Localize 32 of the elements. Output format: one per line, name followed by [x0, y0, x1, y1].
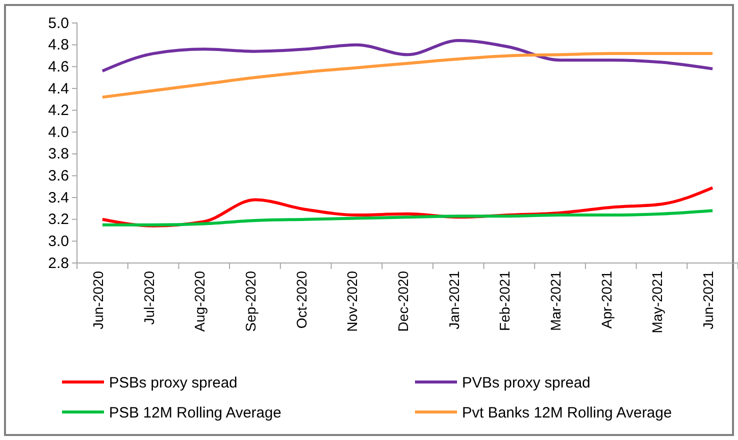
y-tick-label: 4.8 [48, 36, 69, 54]
x-tick-label: Sep-2020 [242, 270, 258, 332]
legend-label: PSB 12M Rolling Average [109, 404, 282, 422]
x-tick-label: Apr-2021 [598, 270, 614, 329]
x-tick-label: May-2021 [649, 270, 666, 334]
y-tick-label: 4.0 [48, 124, 69, 141]
y-tick-label: 5.0 [48, 14, 69, 32]
y-tick-label: 3.2 [48, 211, 69, 228]
x-tick-label: Mar-2021 [548, 270, 564, 331]
line-series [100, 209, 714, 226]
x-tick-label: Dec-2020 [394, 270, 411, 332]
legend-label: PSBs proxy spread [109, 374, 238, 392]
x-tick-label: Jun-2021 [700, 270, 716, 330]
y-tick-label: 3.4 [48, 189, 69, 206]
x-tick-label: Jul-2020 [140, 270, 157, 325]
y-tick-label: 2.8 [48, 254, 69, 272]
y-tick-label: 3.8 [48, 146, 69, 163]
x-tick-label: Oct-2020 [293, 270, 310, 329]
y-tick-label: 4.4 [48, 80, 69, 98]
y-tick-label: 3.0 [48, 232, 69, 250]
legend-label: PVBs proxy spread [462, 374, 590, 392]
x-tick-label: Jun-2020 [90, 270, 106, 330]
x-tick-label: Feb-2021 [496, 270, 513, 331]
x-tick-label: Jan-2021 [446, 270, 462, 330]
legend-label: Pvt Banks 12M Rolling Average [462, 404, 672, 422]
x-tick-label: Nov-2020 [344, 270, 360, 332]
line-series [100, 52, 714, 99]
y-tick-label: 4.2 [48, 102, 69, 120]
line-series [100, 38, 714, 72]
y-tick-label: 4.6 [48, 58, 69, 76]
y-tick-label: 3.6 [48, 168, 69, 185]
x-tick-label: Aug-2020 [192, 270, 208, 332]
